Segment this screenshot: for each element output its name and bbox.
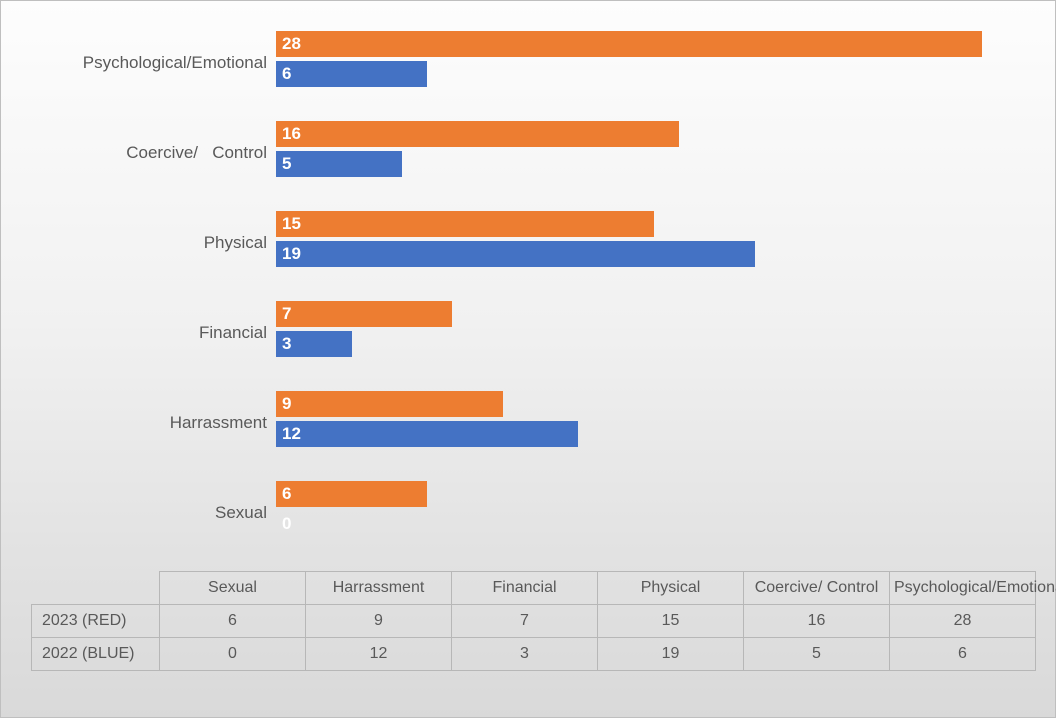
table-blank-corner	[32, 572, 160, 605]
bar-value-label: 6	[282, 484, 291, 504]
bar-value-label: 6	[282, 64, 291, 84]
category-label: Financial	[17, 323, 267, 343]
category-label: Sexual	[17, 503, 267, 523]
bar-2023: 16	[276, 121, 679, 147]
bar-value-label: 19	[282, 244, 301, 264]
bar-2023: 6	[276, 481, 427, 507]
cell: 19	[598, 638, 744, 671]
bar-2023: 15	[276, 211, 654, 237]
col-header-sexual: Sexual	[160, 572, 306, 605]
col-header-harrassment: Harrassment	[306, 572, 452, 605]
col-header-financial: Financial	[452, 572, 598, 605]
bar-2023: 28	[276, 31, 982, 57]
bar-2022: 12	[276, 421, 578, 447]
col-header-physical: Physical	[598, 572, 744, 605]
bar-value-label: 16	[282, 124, 301, 144]
cell: 6	[890, 638, 1036, 671]
bar-2022: 5	[276, 151, 402, 177]
row-header-2023: 2023 (RED)	[32, 605, 160, 638]
table: Sexual Harrassment Financial Physical Co…	[31, 571, 1036, 671]
table-row: 2022 (BLUE) 0 12 3 19 5 6	[32, 638, 1036, 671]
bar-chart: Psychological/Emotional 28 6 Coercive/ C…	[1, 1, 1056, 561]
bar-value-label: 3	[282, 334, 291, 354]
bar-2023: 7	[276, 301, 452, 327]
cell: 0	[160, 638, 306, 671]
cell: 9	[306, 605, 452, 638]
bar-value-label: 7	[282, 304, 291, 324]
col-header-coercive-control: Coercive/ Control	[744, 572, 890, 605]
category-label: Physical	[17, 233, 267, 253]
bar-value-label: 5	[282, 154, 291, 174]
cell: 6	[160, 605, 306, 638]
bar-value-label: 0	[282, 514, 291, 534]
cell: 5	[744, 638, 890, 671]
cell: 15	[598, 605, 744, 638]
category-label: Coercive/ Control	[17, 143, 267, 163]
bar-value-label: 15	[282, 214, 301, 234]
category-label: Harrassment	[17, 413, 267, 433]
cell: 7	[452, 605, 598, 638]
bar-2022: 6	[276, 61, 427, 87]
cell: 3	[452, 638, 598, 671]
row-header-2022: 2022 (BLUE)	[32, 638, 160, 671]
data-table: Sexual Harrassment Financial Physical Co…	[31, 571, 1035, 671]
col-header-psychological-emotional: Psychological/Emotional	[890, 572, 1036, 605]
cell: 12	[306, 638, 452, 671]
bar-value-label: 28	[282, 34, 301, 54]
cell: 28	[890, 605, 1036, 638]
bar-value-label: 9	[282, 394, 291, 414]
table-row: 2023 (RED) 6 9 7 15 16 28	[32, 605, 1036, 638]
bar-2023: 9	[276, 391, 503, 417]
bar-value-label: 12	[282, 424, 301, 444]
bar-2022: 3	[276, 331, 352, 357]
bar-2022: 19	[276, 241, 755, 267]
cell: 16	[744, 605, 890, 638]
category-label: Psychological/Emotional	[17, 53, 267, 73]
